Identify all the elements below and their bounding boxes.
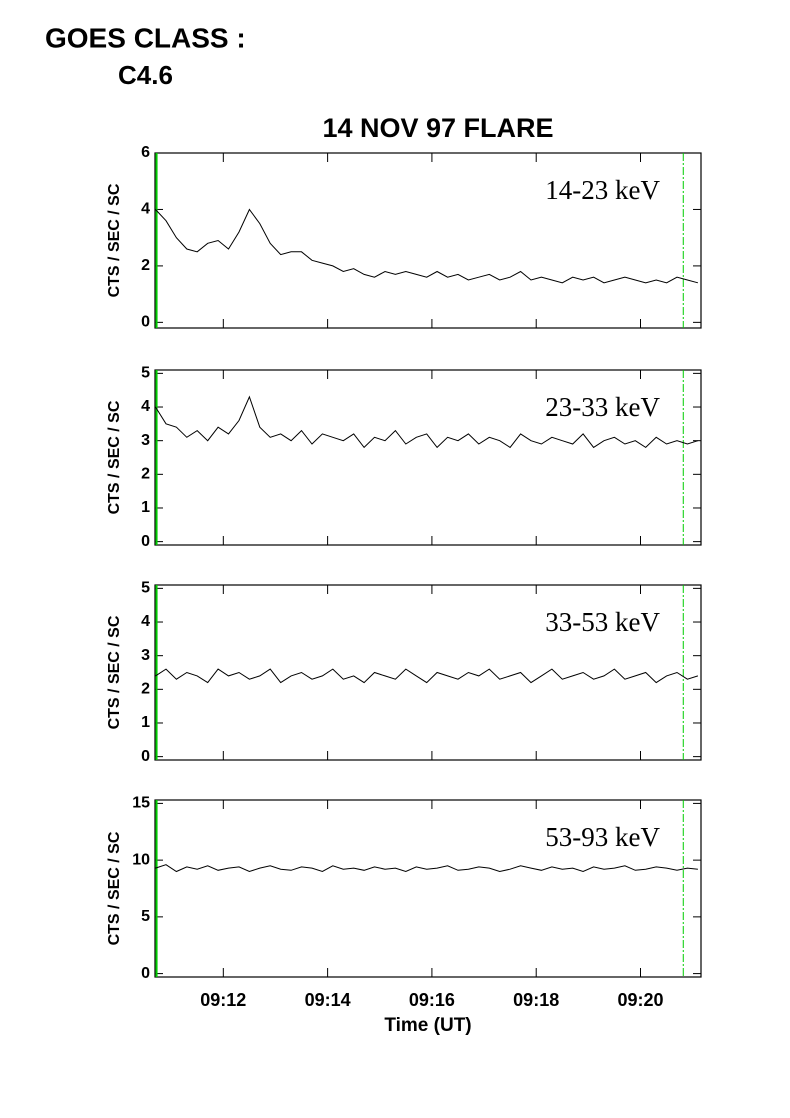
y-tick-label: 4 [141,398,150,415]
energy-label: 23-33 keV [545,392,660,422]
series-line [155,668,699,684]
y-tick-label: 3 [141,647,150,664]
y-tick-label: 5 [141,908,150,925]
y-tick-label: 1 [141,499,150,516]
plot-frame [154,152,702,329]
y-tick-label: 1 [141,714,150,731]
y-tick-label: 2 [141,257,150,274]
y-axis-label: CTS / SEC / SC [106,615,123,729]
goes-class: C4.6 [118,60,173,90]
y-tick-label: 2 [141,681,150,698]
energy-label: 33-53 keV [545,607,660,637]
y-tick-label: 0 [141,965,150,982]
plot-frame [154,369,702,546]
y-tick-label: 4 [141,201,150,218]
series-line [155,395,699,449]
y-tick-label: 6 [141,144,150,161]
x-tick-label: 09:16 [409,990,455,1010]
series-line [155,208,699,284]
y-tick-label: 10 [132,851,150,868]
x-tick-label: 09:12 [200,990,246,1010]
y-tick-label: 0 [141,748,150,765]
plot-frame [154,584,702,761]
y-tick-label: 3 [141,432,150,449]
y-axis-label: CTS / SEC / SC [106,183,123,297]
y-tick-label: 4 [141,613,150,630]
x-axis-label: Time (UT) [384,1015,471,1036]
y-tick-label: 2 [141,466,150,483]
y-tick-label: 5 [141,365,150,382]
y-axis-label: CTS / SEC / SC [106,400,123,514]
goes-label: GOES CLASS : [45,22,246,53]
plot-frame [154,799,702,978]
energy-label: 14-23 keV [545,175,660,205]
y-axis-label: CTS / SEC / SC [106,831,123,945]
y-tick-label: 5 [141,580,150,597]
chart-title: 14 NOV 97 FLARE [322,113,553,143]
y-tick-label: 0 [141,314,150,331]
y-tick-label: 0 [141,533,150,550]
x-tick-label: 09:18 [513,990,559,1010]
energy-label: 53-93 keV [545,822,660,852]
series-line [155,864,698,873]
y-tick-label: 15 [132,795,150,812]
x-tick-label: 09:20 [617,990,663,1010]
x-tick-label: 09:14 [305,990,351,1010]
